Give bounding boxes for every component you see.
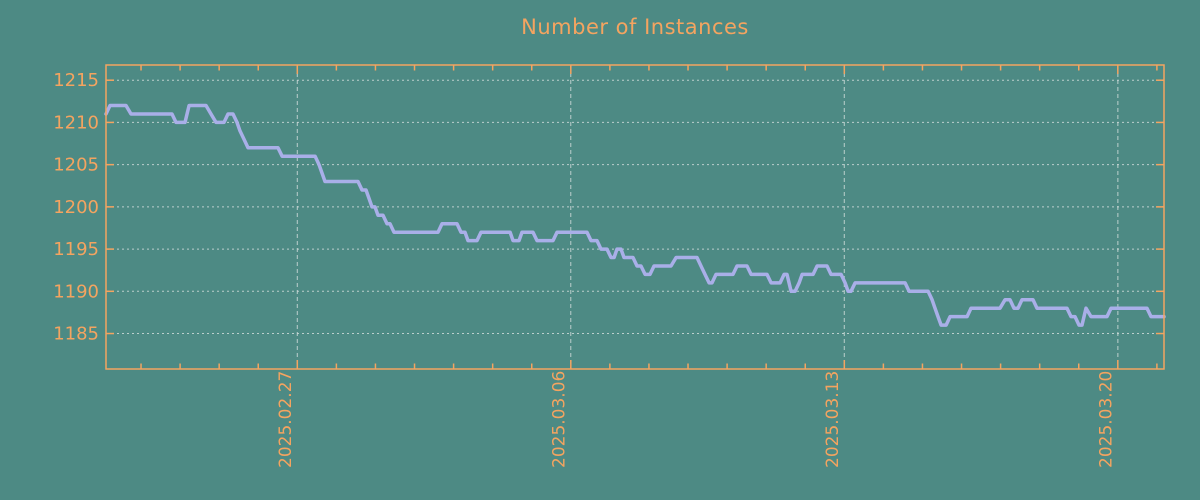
x-tick-label: 2025.03.13 bbox=[823, 371, 843, 468]
plot-border bbox=[105, 64, 1165, 370]
chart-title: Number of Instances bbox=[521, 15, 749, 39]
x-tick-label: 2025.02.27 bbox=[276, 371, 296, 468]
series-line bbox=[104, 103, 1166, 327]
y-tick-label: 1210 bbox=[53, 112, 99, 133]
x-tick-label: 2025.03.20 bbox=[1096, 371, 1116, 468]
y-tick-label: 1200 bbox=[53, 197, 99, 218]
y-tick-label: 1215 bbox=[53, 70, 99, 91]
y-tick-label: 1190 bbox=[53, 281, 99, 302]
y-tick-label: 1195 bbox=[53, 239, 99, 260]
y-tick-label: 1205 bbox=[53, 155, 99, 176]
y-tick-label: 1185 bbox=[53, 324, 99, 345]
x-tick-label: 2025.03.06 bbox=[549, 371, 569, 468]
